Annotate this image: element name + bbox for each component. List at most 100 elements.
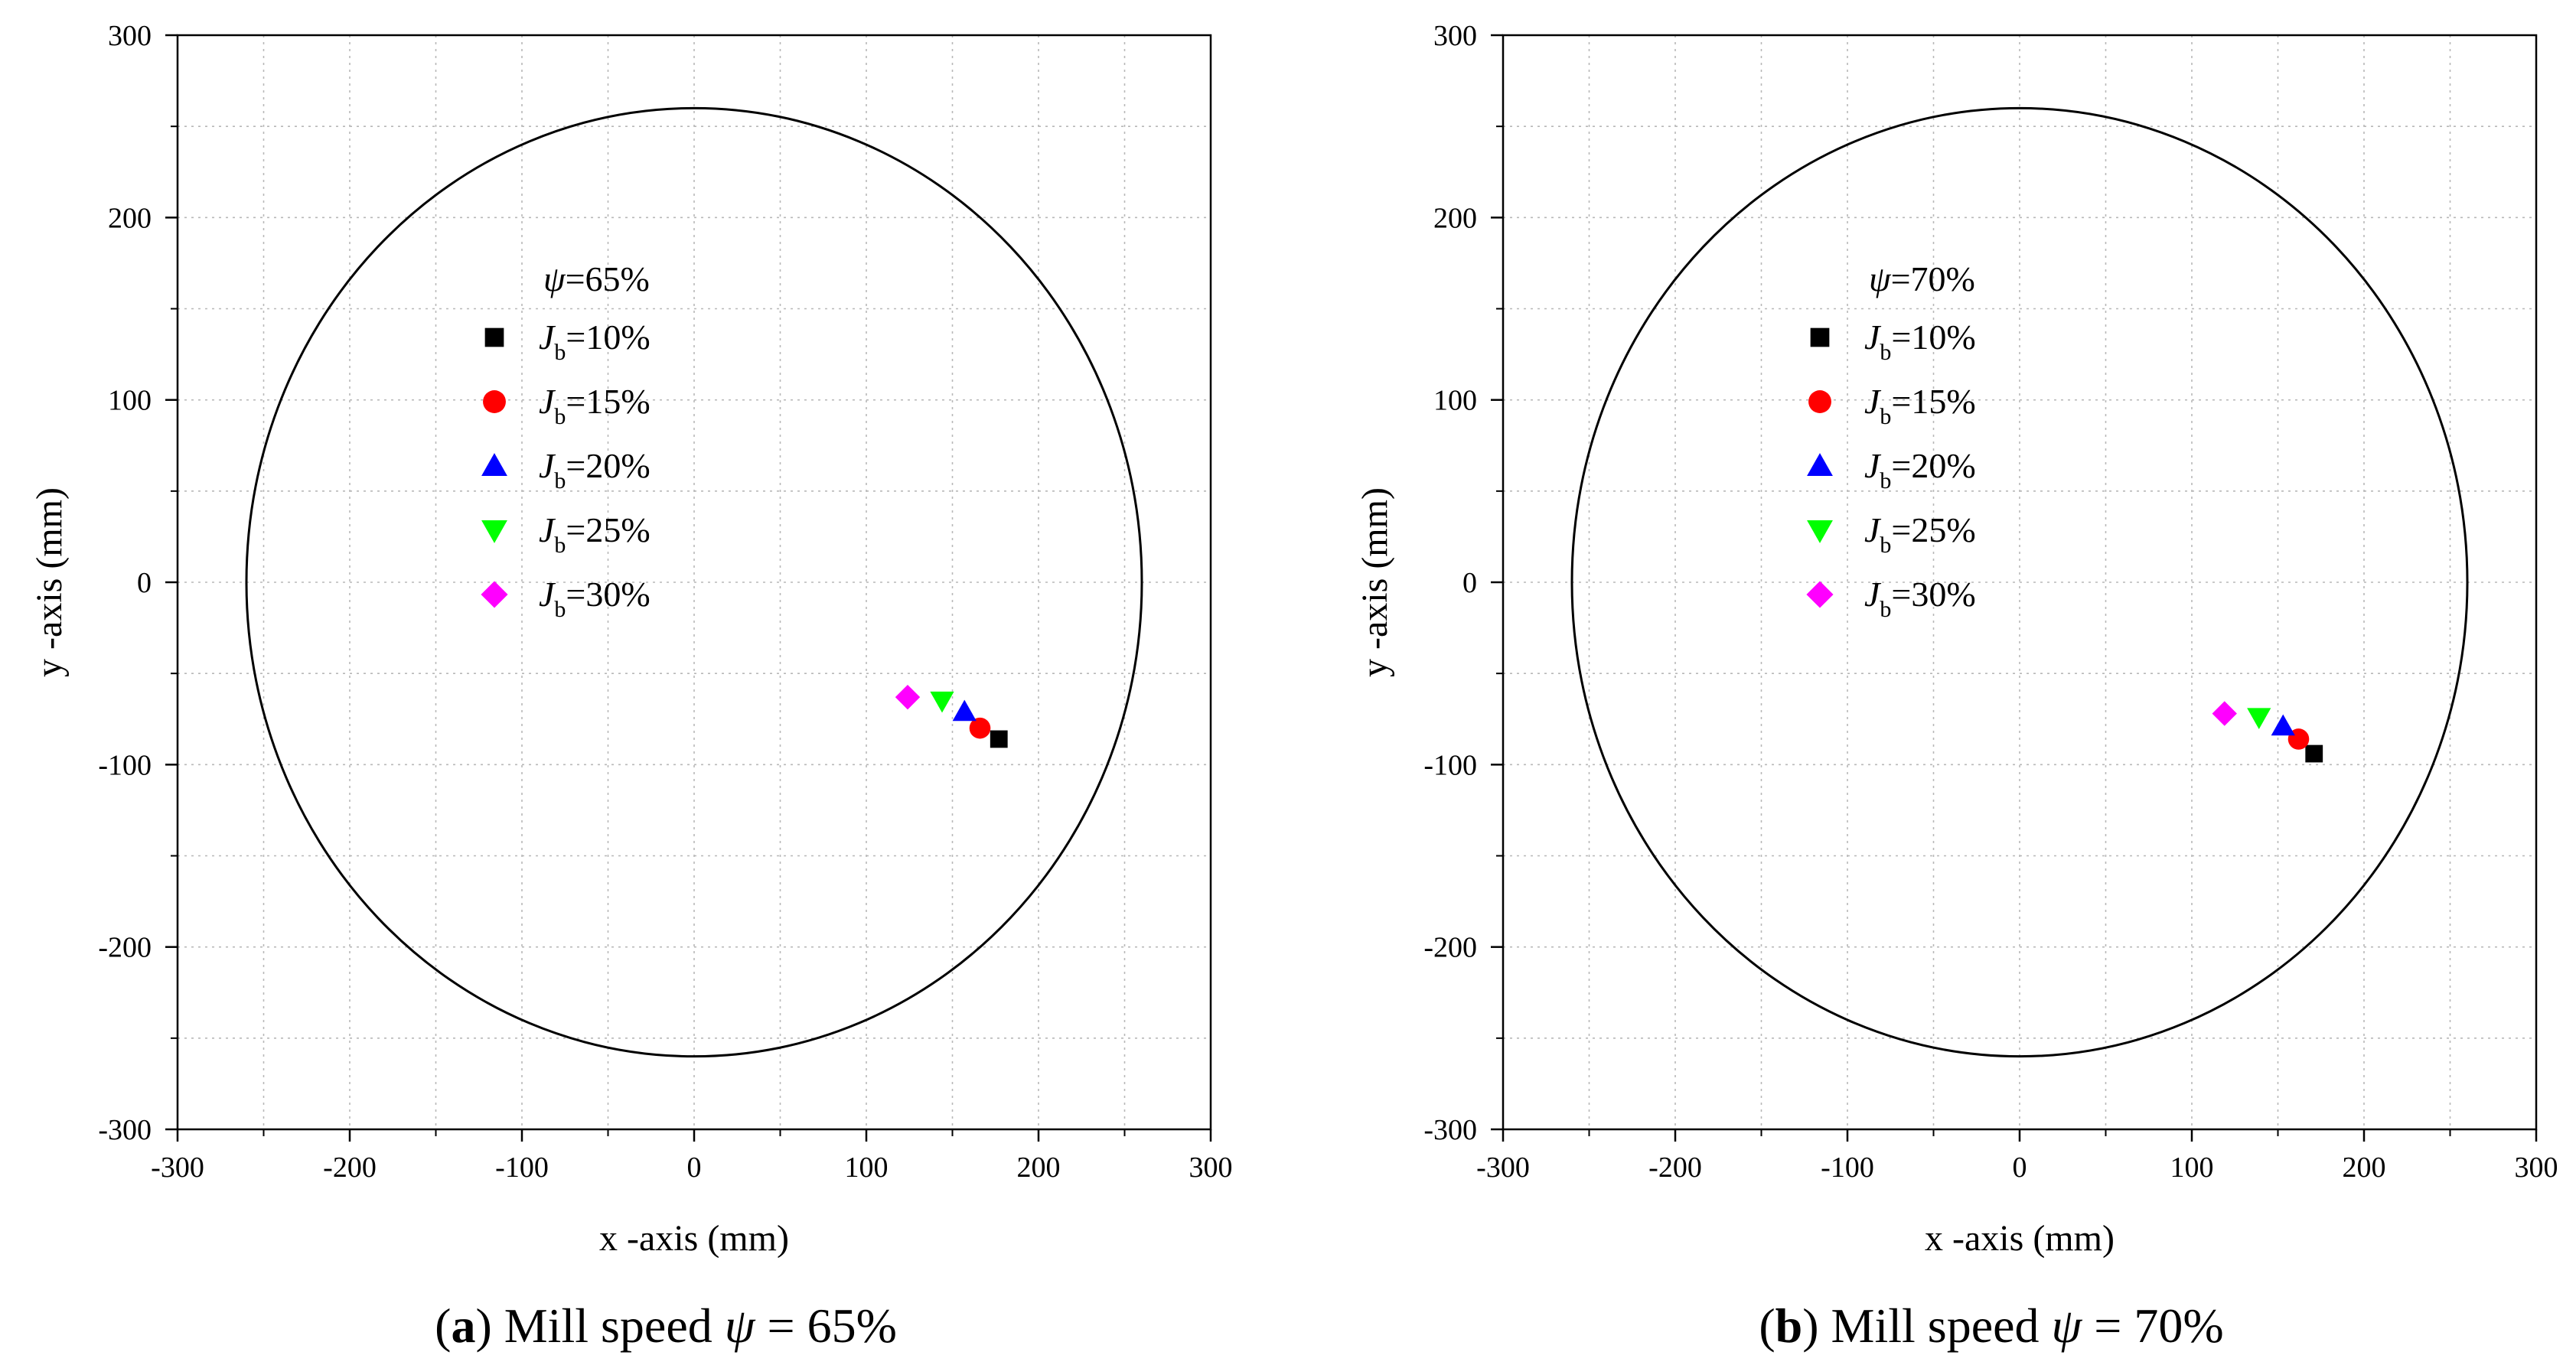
legend: ψ=65%Jb=10%Jb=15%Jb=20%Jb=25%Jb=30% (481, 259, 651, 622)
data-point-diamond (2212, 701, 2237, 726)
legend-entry-label: Jb=10% (1864, 318, 1976, 365)
caption-panel-label: a (451, 1298, 475, 1353)
legend-var: J (539, 318, 556, 357)
legend-title-symbol: ψ (1869, 259, 1892, 298)
legend-subscript: b (554, 404, 566, 429)
y-tick-label: 0 (1462, 567, 1477, 599)
legend-subscript: b (1880, 404, 1891, 429)
legend-marker-diamond (481, 581, 508, 608)
legend-title-text: =70% (1891, 259, 1975, 298)
legend-value: =20% (566, 446, 650, 485)
legend-value: =15% (1891, 382, 1975, 421)
legend-var: J (1864, 382, 1882, 421)
y-tick-label: -300 (1423, 1114, 1477, 1146)
legend-marker-circle (1808, 390, 1831, 413)
legend-title: ψ=65% (543, 259, 650, 298)
legend-entry-label: Jb=10% (539, 318, 651, 365)
legend-var: J (1864, 510, 1882, 549)
x-tick-label: 200 (1017, 1152, 1061, 1184)
x-tick-label: -300 (1476, 1152, 1530, 1184)
legend-marker-circle (483, 390, 506, 413)
y-tick-label: -200 (98, 932, 152, 964)
caption-close-paren: ) (475, 1298, 504, 1353)
legend-value: =30% (1891, 575, 1975, 614)
legend-title: ψ=70% (1869, 259, 1975, 298)
data-point-triangle-up (2271, 714, 2295, 736)
y-tick-label: -100 (98, 749, 152, 781)
data-point-triangle-up (952, 699, 977, 722)
legend-subscript: b (554, 597, 566, 622)
panel-caption: (a) Mill speed ψ = 65% (435, 1298, 897, 1353)
legend-entry-label: Jb=25% (539, 510, 651, 558)
y-tick-label: 200 (108, 202, 152, 234)
y-tick-label: 100 (1433, 385, 1477, 417)
legend-var: J (539, 446, 556, 485)
x-axis-title: x -axis (mm) (599, 1218, 789, 1259)
legend-entry-label: Jb=25% (1864, 510, 1976, 558)
legend-title-symbol: ψ (543, 259, 566, 298)
caption-panel-label: b (1775, 1298, 1803, 1353)
legend-marker-square (484, 327, 504, 347)
data-point-circle (969, 717, 991, 739)
caption-prefix: Mill speed (504, 1298, 725, 1353)
panel-caption: (b) Mill speed ψ = 70% (1759, 1298, 2223, 1353)
x-tick-label: -100 (1821, 1152, 1874, 1184)
legend-value: =25% (1891, 510, 1975, 549)
legend-var: J (1864, 318, 1882, 357)
legend-entry-label: Jb=30% (539, 575, 651, 622)
data-point-square (990, 730, 1008, 748)
x-tick-label: 0 (2013, 1152, 2027, 1184)
legend-var: J (539, 510, 556, 549)
legend-entry-label: Jb=20% (539, 446, 651, 494)
legend-entry-label: Jb=15% (539, 382, 651, 429)
mill-boundary-circle (245, 106, 1143, 1058)
caption-close-paren: ) (1802, 1298, 1831, 1353)
x-tick-label: 100 (845, 1152, 889, 1184)
x-tick-label: 300 (1189, 1152, 1233, 1184)
x-tick-label: 200 (2343, 1152, 2386, 1184)
y-tick-label: 100 (108, 385, 152, 417)
legend-marker-diamond (1806, 581, 1834, 608)
legend-subscript: b (554, 340, 566, 365)
x-tick-label: -200 (1648, 1152, 1702, 1184)
y-tick-label: 200 (1433, 202, 1477, 234)
legend-entry-label: Jb=15% (1864, 382, 1976, 429)
legend-value: =15% (566, 382, 650, 421)
legend-marker-triangle-up (1807, 453, 1833, 476)
legend-marker-triangle-down (1807, 520, 1833, 543)
legend-subscript: b (1880, 533, 1891, 558)
legend-value: =10% (1891, 318, 1975, 357)
legend-subscript: b (554, 533, 566, 558)
legend-var: J (539, 575, 556, 614)
y-tick-label: 0 (137, 567, 152, 599)
caption-prefix: Mill speed (1831, 1298, 2052, 1353)
legend-subscript: b (1880, 597, 1891, 622)
y-axis-title: y -axis (mm) (29, 487, 70, 677)
x-tick-label: -100 (495, 1152, 549, 1184)
legend-subscript: b (1880, 468, 1891, 494)
legend-value: =30% (566, 575, 650, 614)
legend-title-text: =65% (566, 259, 650, 298)
data-point-triangle-down (2247, 708, 2271, 729)
legend-entry-label: Jb=20% (1864, 446, 1976, 494)
chart-panel-a: -300 -200 -100 0 100 200 300 -300 -200 -100 0 100 20… (29, 20, 1233, 1353)
caption-symbol: ψ (2052, 1298, 2083, 1353)
data-point-diamond (895, 684, 921, 710)
legend-entry-label: Jb=30% (1864, 575, 1976, 622)
mill-boundary-circle (1570, 106, 2469, 1058)
x-tick-label: 100 (2170, 1152, 2214, 1184)
caption-suffix: = 70% (2082, 1298, 2223, 1353)
legend-marker-triangle-up (481, 453, 507, 476)
caption-open-paren: ( (1759, 1298, 1775, 1353)
legend-var: J (1864, 575, 1882, 614)
chart-panel-b: -300 -200 -100 0 100 200 300 -300 -200 -100 0 100 20… (1355, 20, 2558, 1353)
caption-open-paren: ( (435, 1298, 451, 1353)
x-tick-label: 0 (687, 1152, 702, 1184)
caption-suffix: = 65% (755, 1298, 896, 1353)
legend: ψ=70%Jb=10%Jb=15%Jb=20%Jb=25%Jb=30% (1806, 259, 1976, 622)
data-point-triangle-down (930, 691, 954, 713)
y-tick-label: -200 (1423, 932, 1477, 964)
x-axis-title: x -axis (mm) (1925, 1218, 2115, 1259)
caption-symbol: ψ (725, 1298, 756, 1353)
